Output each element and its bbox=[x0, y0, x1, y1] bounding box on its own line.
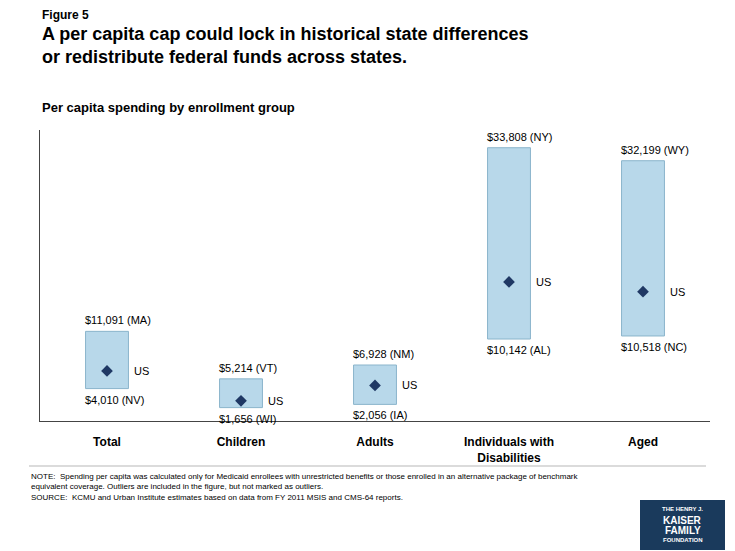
svg-text:$2,056 (IA): $2,056 (IA) bbox=[353, 409, 407, 421]
svg-text:US: US bbox=[670, 286, 685, 298]
svg-text:$4,010 (NV): $4,010 (NV) bbox=[85, 394, 144, 406]
svg-text:Per capita spending by enrollm: Per capita spending by enrollment group bbox=[42, 100, 295, 115]
svg-text:THE HENRY J.: THE HENRY J. bbox=[662, 506, 703, 512]
svg-text:Adults: Adults bbox=[356, 435, 394, 449]
svg-text:US: US bbox=[268, 395, 283, 407]
svg-text:FAMILY: FAMILY bbox=[665, 525, 701, 536]
svg-text:$33,808 (NY): $33,808 (NY) bbox=[487, 131, 552, 143]
svg-text:FOUNDATION: FOUNDATION bbox=[663, 537, 703, 543]
svg-text:$10,518 (NC): $10,518 (NC) bbox=[621, 341, 687, 353]
svg-text:$11,091 (MA): $11,091 (MA) bbox=[85, 314, 151, 326]
svg-text:A per capita cap could lock in: A per capita cap could lock in historica… bbox=[42, 24, 528, 67]
svg-text:Figure 5: Figure 5 bbox=[42, 8, 89, 22]
svg-text:NOTE: Spending per capita was: NOTE: Spending per capita was calculated… bbox=[31, 472, 579, 502]
svg-text:Total: Total bbox=[93, 435, 121, 449]
svg-text:$32,199 (WY): $32,199 (WY) bbox=[621, 144, 689, 156]
svg-text:$6,928 (NM): $6,928 (NM) bbox=[353, 348, 414, 360]
svg-text:$10,142 (AL): $10,142 (AL) bbox=[487, 344, 551, 356]
svg-text:Individuals withDisabilities: Individuals withDisabilities bbox=[464, 435, 554, 465]
svg-text:US: US bbox=[402, 379, 417, 391]
svg-text:KAISER: KAISER bbox=[663, 515, 702, 526]
svg-text:Children: Children bbox=[217, 435, 266, 449]
svg-text:$1,656 (WI): $1,656 (WI) bbox=[219, 413, 276, 425]
svg-text:US: US bbox=[134, 365, 149, 377]
svg-text:$5,214 (VT): $5,214 (VT) bbox=[219, 362, 277, 374]
svg-text:US: US bbox=[536, 276, 551, 288]
svg-text:Aged: Aged bbox=[628, 435, 658, 449]
